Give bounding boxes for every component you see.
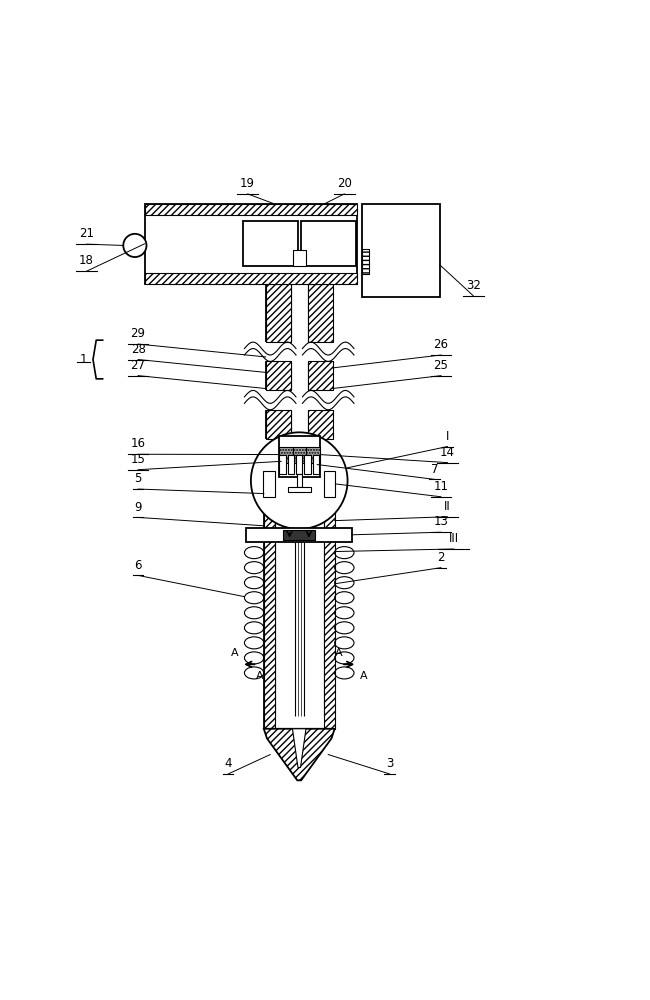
Text: 11: 11 — [434, 480, 448, 493]
Bar — [266, 361, 291, 390]
Text: I: I — [446, 430, 449, 443]
Bar — [288, 487, 311, 492]
Bar — [283, 530, 315, 540]
Bar — [144, 273, 358, 284]
Text: 25: 25 — [434, 359, 448, 372]
Text: 1: 1 — [79, 353, 87, 366]
Bar — [246, 528, 352, 542]
Text: 14: 14 — [440, 446, 455, 459]
Polygon shape — [292, 729, 306, 767]
Text: 29: 29 — [131, 327, 146, 340]
Bar — [307, 284, 333, 342]
Bar — [292, 250, 306, 266]
Text: 16: 16 — [131, 437, 146, 450]
Bar — [363, 249, 369, 274]
Bar — [307, 410, 333, 439]
Text: 13: 13 — [434, 515, 448, 528]
Text: 6: 6 — [135, 559, 142, 572]
Bar — [263, 471, 275, 497]
Text: A: A — [360, 671, 367, 681]
Bar — [307, 361, 333, 390]
Text: 4: 4 — [225, 757, 232, 770]
Text: A: A — [231, 648, 239, 658]
Text: 21: 21 — [79, 227, 94, 240]
Bar — [280, 455, 286, 474]
Bar — [264, 461, 275, 729]
Bar — [144, 204, 358, 284]
Text: 26: 26 — [434, 338, 448, 351]
Text: A: A — [335, 648, 343, 658]
Text: 7: 7 — [431, 463, 438, 476]
Bar — [279, 436, 320, 477]
Text: 3: 3 — [385, 757, 393, 770]
Text: 20: 20 — [337, 177, 352, 190]
Text: III: III — [449, 532, 459, 545]
Text: 28: 28 — [131, 343, 146, 356]
Circle shape — [124, 234, 146, 257]
Bar — [266, 410, 291, 439]
Circle shape — [251, 432, 348, 529]
Bar — [324, 471, 335, 497]
Bar — [296, 455, 302, 474]
Bar — [363, 204, 439, 297]
Bar — [301, 221, 356, 266]
Text: 32: 32 — [466, 279, 480, 292]
Text: 15: 15 — [131, 453, 146, 466]
Text: 19: 19 — [240, 177, 255, 190]
Bar — [324, 461, 335, 729]
Bar — [296, 474, 302, 487]
Text: A: A — [255, 671, 263, 681]
Text: 2: 2 — [437, 551, 445, 564]
Bar — [279, 447, 320, 463]
Bar — [144, 204, 358, 215]
Bar — [243, 221, 298, 266]
Bar — [266, 284, 291, 342]
Text: 27: 27 — [131, 359, 146, 372]
Bar — [287, 455, 294, 474]
Bar — [304, 455, 311, 474]
Text: 18: 18 — [79, 254, 94, 267]
Polygon shape — [264, 729, 335, 780]
Text: II: II — [444, 500, 451, 513]
Bar — [313, 455, 319, 474]
Text: 9: 9 — [135, 501, 142, 514]
Text: 5: 5 — [135, 472, 142, 485]
